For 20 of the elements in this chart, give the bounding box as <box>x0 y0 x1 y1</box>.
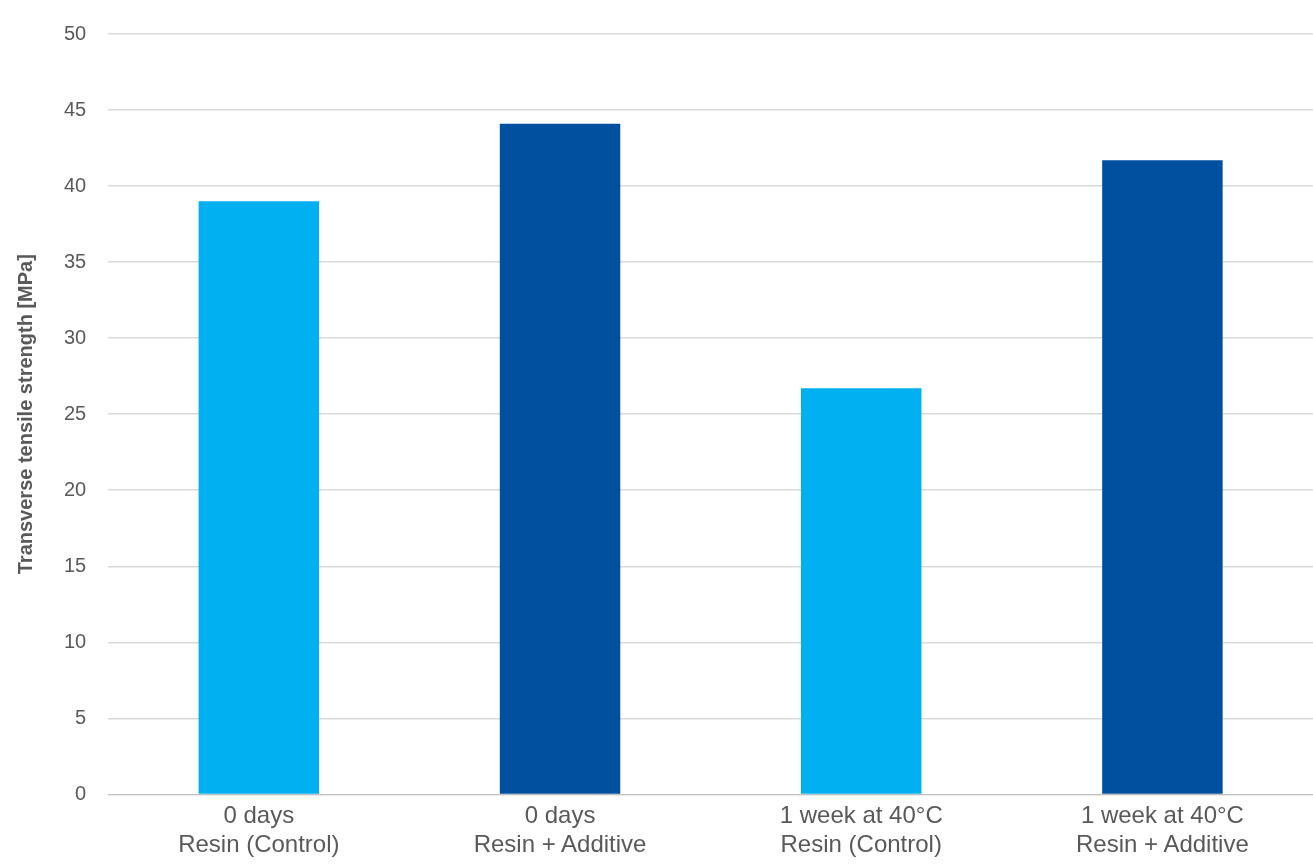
y-tick-label: 50 <box>64 21 87 44</box>
x-tick-label: 1 week at 40°C Resin + Additive <box>1076 801 1249 858</box>
bar <box>198 201 320 794</box>
bar <box>800 388 922 794</box>
x-tick-label: 0 days Resin + Additive <box>473 801 647 858</box>
bar <box>499 123 621 794</box>
bar <box>1102 160 1223 794</box>
y-tick-label: 40 <box>64 173 87 196</box>
y-tick-label: 20 <box>64 477 87 500</box>
y-tick-label: 15 <box>64 553 87 576</box>
y-tick-label: 5 <box>75 705 87 728</box>
y-tick-label: 25 <box>64 401 87 424</box>
x-tick-label: 0 days Resin (Control) <box>178 801 340 858</box>
y-tick-label: 35 <box>64 249 87 272</box>
y-tick-label: 30 <box>64 325 87 348</box>
y-tick-label: 10 <box>64 629 87 652</box>
x-tick-label: 1 week at 40°C Resin (Control) <box>779 801 943 858</box>
y-tick-label: 0 <box>75 781 87 804</box>
y-tick-label: 45 <box>64 97 87 120</box>
y-axis-title: Transverse tensile strength [MPa] <box>13 254 36 575</box>
